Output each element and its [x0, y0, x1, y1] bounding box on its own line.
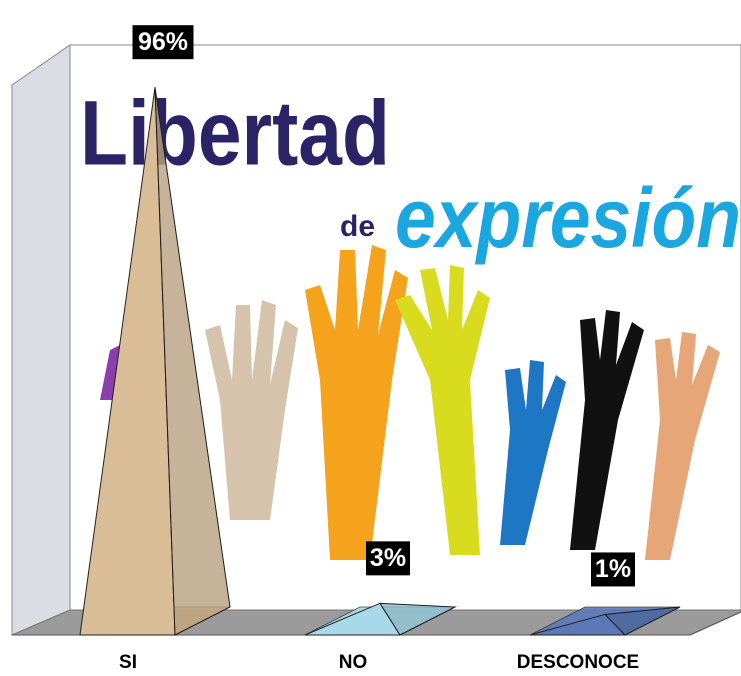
background-title: expresión	[395, 171, 741, 265]
value-label: 96%	[138, 28, 188, 56]
value-label-bg	[366, 541, 410, 576]
background-title: Libertad	[80, 82, 390, 184]
side-wall	[11, 44, 71, 636]
value-label-bg	[132, 25, 194, 60]
value-label: 3%	[370, 544, 406, 572]
value-label-bg	[591, 552, 635, 587]
x-tick-label: NO	[339, 652, 368, 673]
value-label: 1%	[595, 555, 631, 583]
pyramid-side	[379, 602, 457, 636]
background-text: de	[340, 210, 375, 243]
base-line	[689, 611, 741, 636]
hands	[100, 245, 720, 560]
pyramid-side	[154, 87, 231, 636]
x-tick-label: DESCONOCE	[517, 652, 639, 673]
x-tick-label: SI	[119, 652, 137, 673]
pyramid-side	[603, 606, 681, 636]
